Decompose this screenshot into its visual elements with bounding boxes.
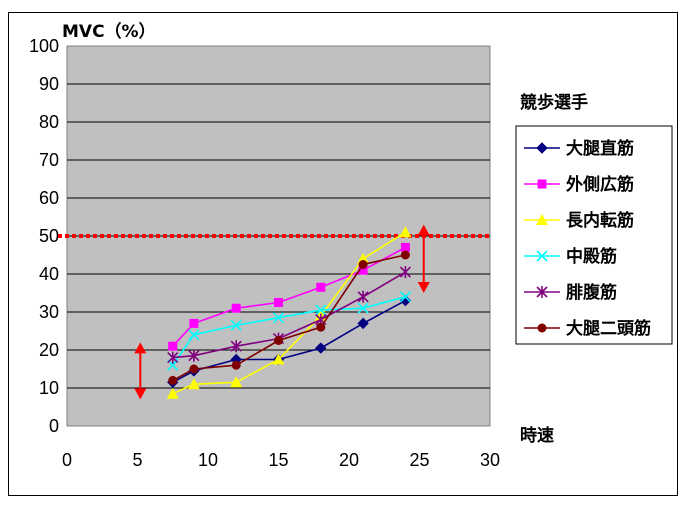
data-point [230, 376, 243, 388]
y-tick-label: 80 [39, 112, 59, 132]
legend-item: 外側広筋 [524, 174, 634, 195]
axis-ticks: 0 10 20 30 40 50 60 70 80 90 100 0 5 10 15 20 25 30 [29, 36, 500, 470]
legend-item: 長内転筋 [524, 210, 634, 231]
legend-label: 大腿二頭筋 [566, 318, 651, 339]
y-tick-label: 30 [39, 302, 59, 322]
y-axis-label: MVC（%） [62, 21, 156, 42]
data-point [400, 250, 410, 260]
legend-marker [537, 179, 547, 189]
data-point [357, 252, 370, 264]
data-point [400, 242, 410, 252]
x-tick-label: 15 [268, 450, 288, 470]
x-tick-label: 30 [480, 450, 500, 470]
legend-box [515, 125, 673, 345]
data-point [274, 298, 283, 307]
data-point [399, 291, 411, 303]
data-point [231, 303, 241, 313]
data-point [357, 317, 369, 330]
arrow-layer [134, 224, 430, 400]
y-tick-label: 10 [39, 378, 59, 398]
x-tick-label: 10 [198, 450, 218, 470]
x-tick-label: 25 [409, 450, 429, 470]
legend-marker [536, 142, 548, 154]
data-point [188, 329, 200, 341]
x-tick-label: 5 [132, 450, 142, 470]
legend-label: 中殿筋 [566, 246, 617, 267]
chart-frame [8, 12, 678, 496]
series-6 [168, 250, 410, 385]
data-point [231, 360, 241, 370]
y-tick-label: 60 [39, 188, 59, 208]
data-point [272, 353, 285, 365]
legend-item: 大腿二頭筋 [524, 318, 651, 339]
legend-title: 競歩選手 [520, 92, 588, 113]
legend-item: 大腿直筋 [524, 138, 634, 159]
data-point [315, 342, 327, 354]
legend-marker [536, 250, 548, 262]
series-2 [168, 242, 410, 351]
data-point [399, 266, 411, 279]
data-point [399, 226, 412, 238]
x-tick-label: 20 [339, 450, 359, 470]
data-point [272, 312, 285, 324]
y-tick-label: 0 [49, 416, 59, 436]
legend-label: 外側広筋 [566, 174, 634, 195]
data-point [188, 349, 200, 362]
legend-marker [536, 286, 548, 298]
y-tick-label: 20 [39, 340, 59, 360]
y-tick-label: 40 [39, 264, 59, 284]
data-point [230, 319, 242, 331]
legend-marker [537, 323, 547, 333]
data-point [189, 318, 199, 328]
legend-marker [536, 214, 548, 225]
range-arrow [134, 342, 147, 400]
legend-item: 腓腹筋 [524, 282, 617, 303]
y-tick-label: 90 [39, 74, 59, 94]
data-point [230, 340, 242, 353]
data-point [167, 351, 179, 364]
data-point [358, 260, 368, 269]
data-point [358, 265, 368, 275]
y-tick-label: 100 [29, 36, 59, 56]
x-axis-label: 時速 [520, 425, 554, 446]
data-point [168, 341, 178, 351]
x-tick-label: 0 [62, 450, 72, 470]
legend-label: 長内転筋 [566, 210, 634, 231]
range-arrow [417, 224, 430, 293]
data-point [168, 375, 178, 385]
y-tick-label: 70 [39, 150, 59, 170]
data-point [316, 282, 326, 292]
data-point [189, 364, 199, 374]
data-point [357, 302, 369, 314]
data-point [316, 322, 326, 332]
legend-label: 腓腹筋 [566, 282, 617, 303]
legend-item: 中殿筋 [524, 246, 617, 267]
series-layer [166, 226, 412, 399]
data-point [315, 304, 327, 316]
legend-label: 大腿直筋 [566, 138, 634, 159]
data-point [187, 378, 200, 390]
data-point [357, 290, 369, 303]
data-point [274, 336, 283, 345]
y-tick-label: 50 [39, 226, 59, 246]
data-point [166, 387, 179, 399]
